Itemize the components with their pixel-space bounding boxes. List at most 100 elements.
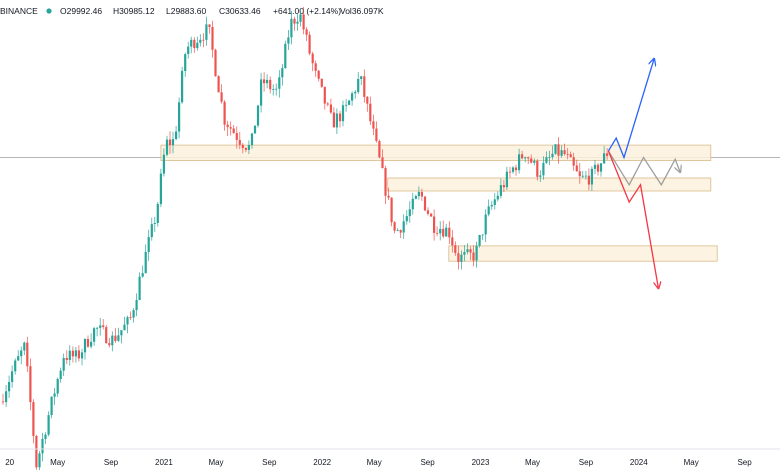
candle-body [29,366,32,403]
candle-body [599,163,603,172]
candle [554,144,557,155]
candle-body [211,27,214,50]
candle-body [584,175,587,177]
candle-body [548,157,551,158]
candle-body [132,310,135,318]
candle [341,100,345,127]
candle-body [578,171,581,177]
candle [96,326,99,337]
candle [256,104,260,128]
candle-body [329,104,332,113]
candle [511,166,515,174]
candle [132,308,135,323]
candle-body [457,253,460,262]
candle [120,330,123,344]
candle-body [162,154,165,174]
candle-body [263,79,266,84]
candle-body [357,79,360,92]
candle [466,243,469,255]
candle [518,148,521,174]
candle-body [208,24,211,27]
candle [581,170,584,179]
candle [320,78,323,88]
candle [74,347,77,363]
candle-body [214,49,217,77]
candle [402,214,405,239]
change-value: +641.00 (+2.14%) [273,6,341,16]
candle [199,34,202,47]
candle [317,69,320,82]
candle [372,114,375,136]
candle-body [205,24,208,40]
candle [44,432,47,444]
candle-body [150,224,153,238]
candle [284,40,287,69]
candle [253,125,257,134]
candle [563,143,566,156]
candle [530,154,533,164]
candle [472,245,475,267]
candle [290,10,293,45]
candle [126,315,129,334]
candle [190,36,193,54]
candle-body [80,352,84,359]
candle [38,450,41,470]
candle [417,186,420,200]
candle-body [305,29,308,35]
candle-body [484,214,487,235]
candle [260,72,263,113]
candle [56,377,59,398]
exchange-label: BINANCE [0,6,38,16]
candle [168,131,172,154]
candle-body [178,102,181,132]
candle-body [199,39,202,43]
candle-body [442,228,445,237]
candle-body [460,254,463,262]
candle [396,228,399,232]
candle-body [326,103,329,105]
status-dot-icon [46,8,52,14]
candle [135,293,138,317]
candle-body [436,232,439,234]
candle [572,152,575,171]
candle-body [14,360,17,372]
candle [451,230,454,253]
candle-body [229,127,232,129]
candle-body [530,158,533,163]
candle-body [590,168,593,185]
candle [302,7,305,35]
candle [408,201,411,223]
candle [587,168,590,191]
candle-body [508,171,512,173]
x-tick-label: Sep [579,458,594,467]
candle [196,36,199,51]
candle-body [253,125,257,134]
candle-body [256,105,260,126]
candle-body [417,192,420,197]
candle-body [71,350,74,357]
candle [211,20,214,58]
candle [296,14,299,31]
candle [475,241,478,268]
candle [560,145,563,158]
candle-body [369,103,372,122]
candle-body [168,139,172,146]
candle [578,163,581,184]
candle [71,346,74,363]
candle [357,72,360,94]
candle-body [159,173,162,205]
candle-body [23,342,26,351]
candle [463,245,466,262]
candle-body [524,157,527,159]
candle [514,164,518,176]
candle [26,336,29,372]
candle-body [111,335,114,346]
candle [241,143,244,154]
candle [150,217,153,241]
candle-body [226,124,229,128]
candle [278,70,281,98]
candle-body [302,14,305,30]
candle [272,84,275,96]
candle-body [99,325,102,328]
